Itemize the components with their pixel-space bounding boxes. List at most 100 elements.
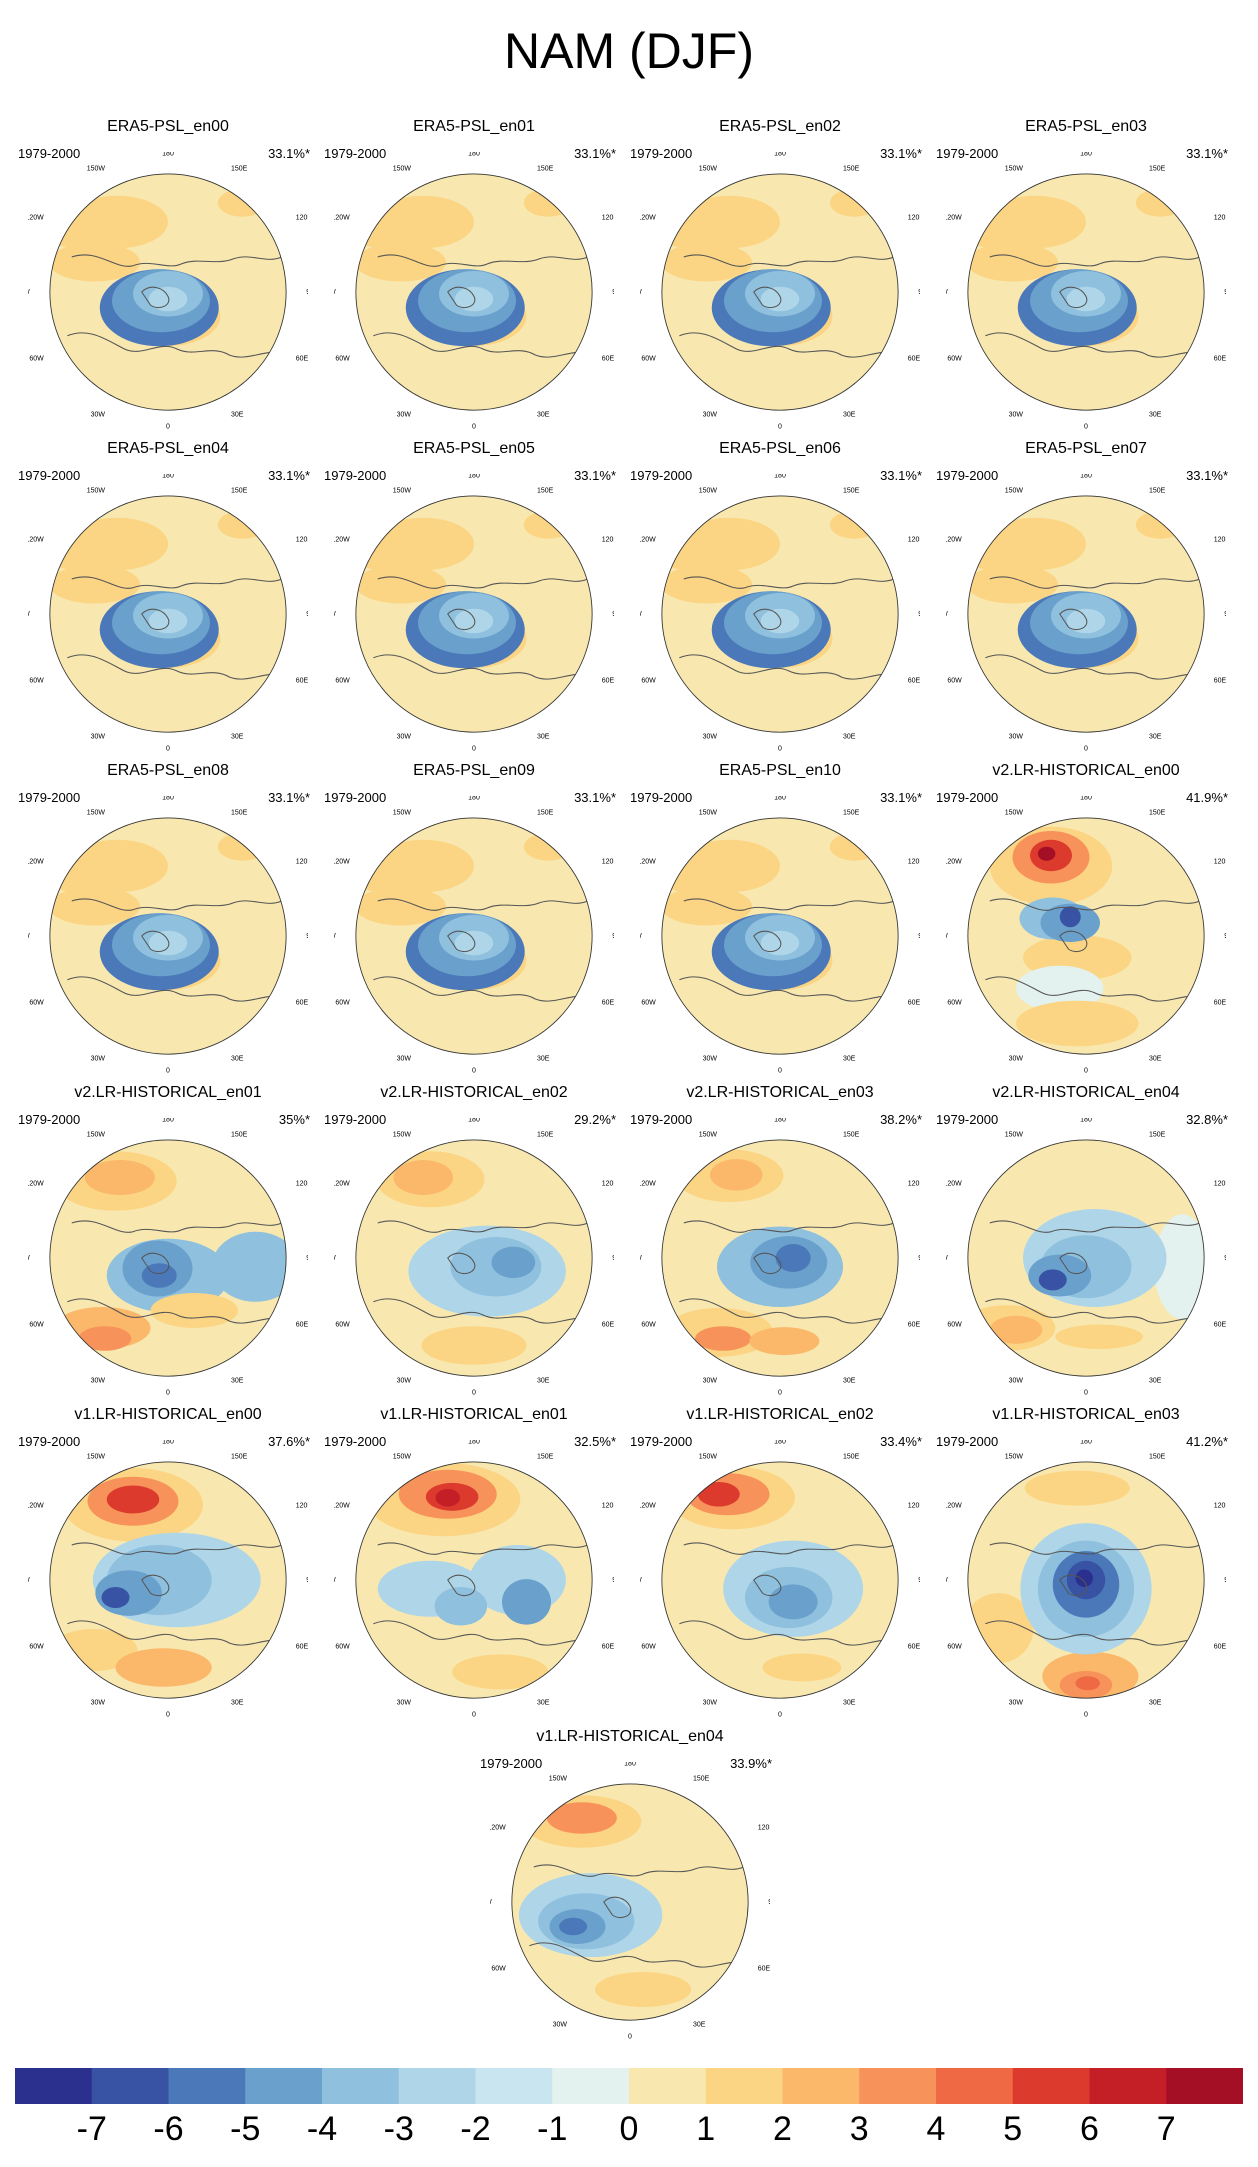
longitude-label: 150E [537,1453,554,1460]
longitude-label: 90E [918,933,920,940]
panel-title: v2.LR-HISTORICAL_en02 [380,1084,568,1101]
panel-variance-percent: 33.9%* [730,1756,772,1771]
map-boundary [511,1783,749,2021]
anomaly-contour [1037,846,1056,861]
longitude-label: 30E [537,1055,550,1062]
longitude-label: 90E [918,611,920,618]
longitude-label: 120W [334,214,350,221]
anomaly-contour [355,530,443,572]
anomaly-contour [749,1327,820,1356]
longitude-label: 150W [1005,165,1024,172]
longitude-label: 0 [778,1390,782,1397]
panel-period: 1979-2000 [630,1112,693,1127]
longitude-label: 90W [334,1255,336,1262]
map-boundary [49,1139,287,1377]
longitude-label: 60W [491,1965,506,1972]
polar-map: 180 150W 150E 120W 120E 90W 90E 60W 60E 30W 30E 0 [946,796,1226,1075]
map-boundary [355,1139,593,1377]
longitude-label: 120E [296,858,308,865]
longitude-label: 30E [231,411,244,418]
panel-title: v2.LR-HISTORICAL_en03 [686,1084,874,1101]
longitude-label: 60W [29,999,44,1006]
longitude-label: 30E [1149,1055,1162,1062]
anomaly-contour [760,930,800,956]
longitude-label: 60E [296,355,308,362]
longitude-label: 180 [162,474,174,480]
panel-variance-percent: 33.1%* [1186,468,1228,483]
colorbar-swatch [552,2068,630,2104]
longitude-label: 30E [843,733,856,740]
map-panel: ERA5-PSL_en051979-200033.1%*180150W150E1… [324,440,624,753]
panel-title: ERA5-PSL_en02 [719,118,841,135]
anomaly-contour [434,1587,488,1626]
longitude-label: 30W [1009,1699,1024,1706]
longitude-label: 30W [1009,411,1024,418]
colorbar-swatch [322,2068,400,2104]
longitude-label: 120E [296,536,308,543]
map-boundary [49,173,287,411]
longitude-label: 0 [1084,424,1088,431]
longitude-label: 0 [1084,1712,1088,1719]
coastline [985,576,1200,680]
polar-map: 180 150W 150E 120W 120E 90W 90E 60W 60E 30W 30E 0 [334,1440,614,1719]
longitude-label: 90W [946,933,948,940]
panel-variance-percent: 35%* [278,1112,310,1127]
coastline [679,254,894,358]
anomaly-contour [101,1587,130,1608]
longitude-label: 120W [28,1502,44,1509]
anomaly-contour [775,1244,811,1272]
anomaly-contour [148,286,188,312]
map-boundary [355,1461,593,1699]
panel-period: 1979-2000 [936,1434,999,1449]
longitude-label: 0 [778,1712,782,1719]
polar-map: 180 150W 150E 120W 120E 90W 90E 60W 60E 30W 30E 0 [640,474,920,753]
anomaly-contour [661,530,749,572]
map-panel: ERA5-PSL_en021979-200033.1%*180150W150E1… [630,118,930,431]
anomaly-contour [523,510,573,539]
panel-title: v2.LR-HISTORICAL_en00 [992,762,1180,779]
longitude-label: 180 [162,1118,174,1124]
longitude-label: 90W [28,933,30,940]
polar-map: 180 150W 150E 120W 120E 90W 90E 60W 60E 30W 30E 0 [640,796,920,1075]
longitude-label: 120W [28,536,44,543]
anomaly-contour [523,832,573,861]
longitude-label: 180 [774,1440,786,1446]
longitude-label: 150E [231,1453,248,1460]
longitude-label: 60E [296,1643,308,1650]
longitude-label: 90E [1224,611,1226,618]
map-panel: v2.LR-HISTORICAL_en00 1979-2000 41.9%* 180 1… [936,762,1236,1075]
longitude-label: 120W [640,1502,656,1509]
longitude-label: 0 [1084,1068,1088,1075]
longitude-label: 0 [166,1390,170,1397]
anomaly-contour [559,1917,588,1936]
colorbar-swatch [1089,2068,1167,2104]
longitude-label: 150E [231,809,248,816]
anomaly-contour [393,1160,453,1195]
longitude-label: 30E [1149,411,1162,418]
longitude-label: 30W [703,1699,718,1706]
colorbar-swatch [1012,2068,1090,2104]
longitude-label: 0 [472,746,476,753]
longitude-label: 120W [28,214,44,221]
longitude-label: 90W [946,1255,948,1262]
longitude-label: 120E [908,1180,920,1187]
longitude-label: 30W [1009,1377,1024,1384]
longitude-label: 120W [334,1180,350,1187]
coastline [67,1542,282,1646]
longitude-label: 120E [908,536,920,543]
longitude-label: 120E [602,858,614,865]
longitude-label: 180 [162,152,174,158]
coastline [373,898,588,1002]
anomaly-contour [1059,906,1081,928]
anomaly-contour [967,565,1058,604]
longitude-label: 30E [1149,733,1162,740]
panel-title: ERA5-PSL_en01 [413,118,535,135]
longitude-label: 150E [693,1775,710,1782]
longitude-label: 60W [335,1643,350,1650]
longitude-label: 150W [393,165,412,172]
coastline [985,254,1200,358]
coastline [985,1542,1200,1646]
polar-map: 180 150W 150E 120W 120E 90W 90E 60W 60E 30W 30E 0 [28,474,308,753]
anomaly-contour [661,208,749,250]
colorbar-swatch [475,2068,553,2104]
